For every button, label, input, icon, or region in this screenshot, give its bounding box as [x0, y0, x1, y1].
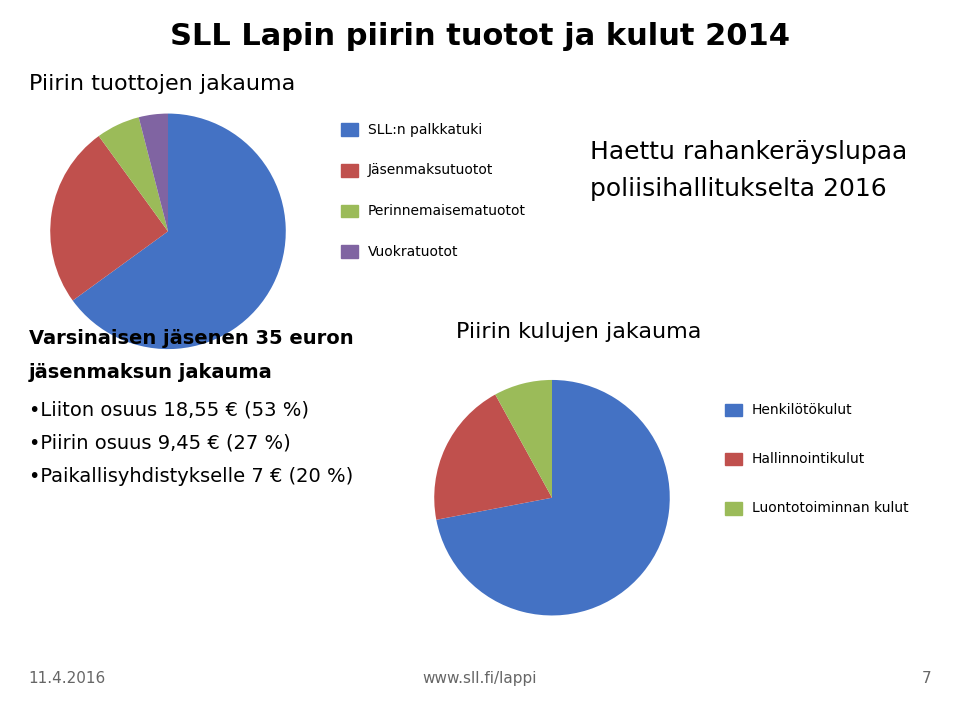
Wedge shape: [73, 114, 286, 349]
Wedge shape: [436, 380, 670, 615]
Text: Luontotoiminnan kulut: Luontotoiminnan kulut: [752, 501, 908, 515]
Text: SLL:n palkkatuki: SLL:n palkkatuki: [368, 123, 482, 137]
Text: Henkilötökulut: Henkilötökulut: [752, 403, 852, 417]
Text: •Liiton osuus 18,55 € (53 %): •Liiton osuus 18,55 € (53 %): [29, 400, 309, 419]
Text: •Paikallisyhdistykselle 7 € (20 %): •Paikallisyhdistykselle 7 € (20 %): [29, 468, 353, 486]
Text: Perinnemaisematuotot: Perinnemaisematuotot: [368, 204, 526, 218]
Text: Piirin kulujen jakauma: Piirin kulujen jakauma: [456, 322, 702, 343]
Text: jäsenmaksun jakauma: jäsenmaksun jakauma: [29, 363, 273, 382]
Text: Jäsenmaksutuotot: Jäsenmaksutuotot: [368, 163, 493, 177]
Wedge shape: [99, 117, 168, 231]
Text: SLL Lapin piirin tuotot ja kulut 2014: SLL Lapin piirin tuotot ja kulut 2014: [170, 22, 790, 51]
Text: 7: 7: [922, 671, 931, 686]
Text: Vuokratuotot: Vuokratuotot: [368, 245, 458, 259]
Text: Haettu rahankeräyslupaa: Haettu rahankeräyslupaa: [590, 140, 907, 164]
Wedge shape: [50, 136, 168, 301]
Wedge shape: [495, 380, 552, 498]
Text: Piirin tuottojen jakauma: Piirin tuottojen jakauma: [29, 74, 295, 94]
Text: Varsinaisen jäsenen 35 euron: Varsinaisen jäsenen 35 euron: [29, 329, 353, 348]
Text: •Piirin osuus 9,45 € (27 %): •Piirin osuus 9,45 € (27 %): [29, 434, 291, 453]
Text: poliisihallitukselta 2016: poliisihallitukselta 2016: [590, 177, 887, 200]
Wedge shape: [434, 395, 552, 519]
Wedge shape: [138, 114, 168, 231]
Text: www.sll.fi/lappi: www.sll.fi/lappi: [422, 671, 538, 686]
Text: Hallinnointikulut: Hallinnointikulut: [752, 452, 865, 466]
Text: 11.4.2016: 11.4.2016: [29, 671, 106, 686]
